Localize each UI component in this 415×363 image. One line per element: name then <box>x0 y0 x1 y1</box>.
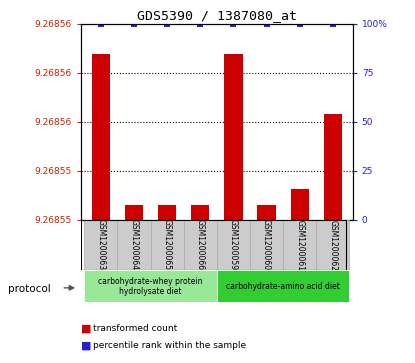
Text: GSM1200066: GSM1200066 <box>196 220 205 270</box>
Point <box>296 21 303 26</box>
Point <box>263 21 270 26</box>
Text: GSM1200061: GSM1200061 <box>295 220 304 270</box>
Point <box>197 21 204 26</box>
Bar <box>257 204 276 220</box>
Bar <box>191 204 210 220</box>
Text: ■: ■ <box>81 323 91 334</box>
Point <box>164 21 171 26</box>
Bar <box>84 270 217 302</box>
Point <box>330 21 336 26</box>
Text: GSM1200065: GSM1200065 <box>163 220 172 270</box>
Text: GSM1200059: GSM1200059 <box>229 220 238 270</box>
Point <box>98 21 104 26</box>
Bar <box>184 220 217 270</box>
Bar <box>283 220 316 270</box>
Bar <box>84 220 117 270</box>
Text: GSM1200064: GSM1200064 <box>129 220 139 270</box>
Title: GDS5390 / 1387080_at: GDS5390 / 1387080_at <box>137 9 297 23</box>
Text: percentile rank within the sample: percentile rank within the sample <box>93 341 247 350</box>
Bar <box>92 54 110 220</box>
Text: ■: ■ <box>81 340 91 351</box>
Bar <box>324 114 342 220</box>
Text: protocol: protocol <box>8 284 51 294</box>
Bar <box>217 270 349 302</box>
Bar <box>158 204 176 220</box>
Bar <box>217 220 250 270</box>
Bar <box>316 220 349 270</box>
Point <box>131 21 137 26</box>
Point <box>230 21 237 26</box>
Bar <box>151 220 184 270</box>
Text: carbohydrate-whey protein
hydrolysate diet: carbohydrate-whey protein hydrolysate di… <box>98 277 203 296</box>
Text: GSM1200062: GSM1200062 <box>328 220 337 270</box>
Bar <box>224 54 242 220</box>
Text: transformed count: transformed count <box>93 324 178 333</box>
Text: GSM1200060: GSM1200060 <box>262 220 271 270</box>
Text: GSM1200063: GSM1200063 <box>96 220 105 270</box>
Text: carbohydrate-amino acid diet: carbohydrate-amino acid diet <box>226 282 340 291</box>
Bar <box>125 204 143 220</box>
Bar <box>250 220 283 270</box>
Bar <box>117 220 151 270</box>
Bar <box>290 189 309 220</box>
